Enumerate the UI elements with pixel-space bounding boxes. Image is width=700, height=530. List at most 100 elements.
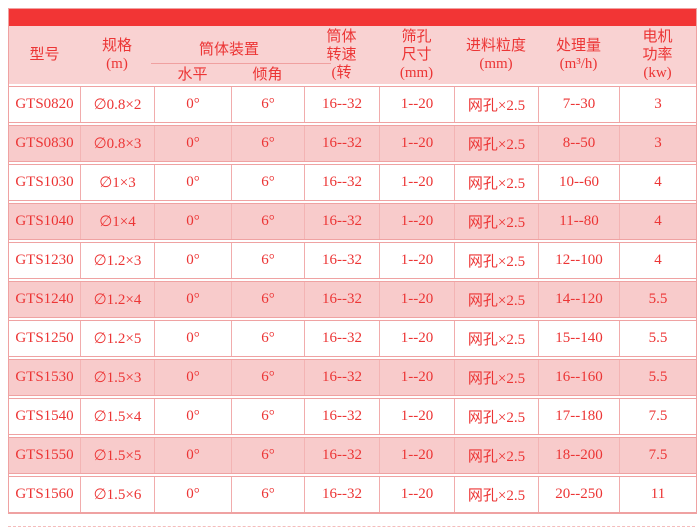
table-cell: ∅1.2×4 — [80, 282, 154, 317]
table-cell: 7--30 — [538, 87, 619, 122]
table-cell: 网孔×2.5 — [454, 360, 538, 395]
table-row: GTS1530 ∅1.5×3 0° 6° 16--32 1--20 网孔×2.5 16--16… — [9, 359, 696, 396]
col-header-speed: 筒体 转速 (转 — [326, 29, 357, 81]
table-cell: 3 — [619, 87, 696, 122]
col-header-cylinder-title: 筒体装置 — [198, 42, 259, 58]
table-cell: 1--20 — [379, 204, 454, 239]
table-cell: 0° — [154, 165, 231, 200]
table-row: GTS1040 ∅1×4 0° 6° 16--32 1--20 网孔×2.5 11--80 4 — [9, 203, 696, 240]
table-row: GTS1250 ∅1.2×5 0° 6° 16--32 1--20 网孔×2.5 15--14… — [9, 320, 696, 357]
table-cell: 5.5 — [619, 321, 696, 356]
col-header-cylinder-group: 筒体装置 水平 倾角 — [151, 26, 331, 84]
table-cell: 6° — [231, 438, 304, 473]
col-header-capacity: 处理量 (m³/h) — [555, 38, 601, 72]
table-cell: 16--32 — [304, 477, 379, 512]
table-cell: 16--32 — [304, 204, 379, 239]
col-header-incline: 倾角 — [252, 66, 283, 83]
cylinder-subheaders: 水平 倾角 — [154, 62, 304, 84]
table-cell: 7.5 — [619, 399, 696, 434]
table-cell: 1--20 — [379, 360, 454, 395]
table-cell: 0° — [154, 438, 231, 473]
table-cell: 16--32 — [304, 87, 379, 122]
table-cell: GTS1240 — [15, 291, 74, 307]
table-cell: 16--32 — [304, 165, 379, 200]
table-cell: 0° — [154, 282, 231, 317]
table-cell: 10--60 — [538, 165, 619, 200]
table-cell: 6° — [231, 399, 304, 434]
table-cell: 1--20 — [379, 243, 454, 278]
table-cell: 16--32 — [304, 399, 379, 434]
table-header-row: 型号 规格 (m) 筒体装置 水平 倾角 筒体 转速 (转 筛孔 尺寸 (mm)… — [9, 26, 696, 84]
table-cell: 5.5 — [619, 282, 696, 317]
table-cell: 18--200 — [538, 438, 619, 473]
table-cell: 11--80 — [538, 204, 619, 239]
table-row: GTS0820 ∅0.8×2 0° 6° 16--32 1--20 网孔×2.5 7--30 3 — [9, 86, 696, 123]
table-cell: 0° — [154, 243, 231, 278]
spec-table: 型号 规格 (m) 筒体装置 水平 倾角 筒体 转速 (转 筛孔 尺寸 (mm)… — [8, 8, 697, 514]
table-cell: 0° — [154, 126, 231, 161]
table-cell: 17--180 — [538, 399, 619, 434]
table-cell: 16--32 — [304, 321, 379, 356]
table-cell: GTS1530 — [15, 369, 74, 385]
table-row: GTS0830 ∅0.8×3 0° 6° 16--32 1--20 网孔×2.5 8--50 3 — [9, 125, 696, 162]
table-cell: ∅0.8×3 — [80, 126, 154, 161]
table-cell: 1--20 — [379, 438, 454, 473]
table-cell: 1--20 — [379, 87, 454, 122]
table-cell: 网孔×2.5 — [454, 399, 538, 434]
table-cell: 0° — [154, 399, 231, 434]
table-cell: 16--32 — [304, 438, 379, 473]
table-cell: 1--20 — [379, 399, 454, 434]
table-cell: 网孔×2.5 — [454, 126, 538, 161]
table-cell: GTS1560 — [15, 486, 74, 502]
table-cell: 6° — [231, 321, 304, 356]
col-header-power: 电机 功率 (kw) — [642, 29, 673, 81]
table-cell: 16--32 — [304, 126, 379, 161]
table-row: GTS1230 ∅1.2×3 0° 6° 16--32 1--20 网孔×2.5 12--10… — [9, 242, 696, 279]
table-cell: 4 — [619, 204, 696, 239]
col-header-hole-size: 筛孔 尺寸 (mm) — [399, 29, 434, 81]
table-row: GTS1560 ∅1.5×6 0° 6° 16--32 1--20 网孔×2.5 20--25… — [9, 476, 696, 513]
table-cell: ∅0.8×2 — [80, 87, 154, 122]
cylinder-group-underline — [151, 63, 331, 64]
table-cell: 0° — [154, 360, 231, 395]
table-cell: 6° — [231, 87, 304, 122]
table-cell: 网孔×2.5 — [454, 165, 538, 200]
table-row: GTS1240 ∅1.2×4 0° 6° 16--32 1--20 网孔×2.5 14--12… — [9, 281, 696, 318]
table-cell: 6° — [231, 477, 304, 512]
table-cell: ∅1.2×5 — [80, 321, 154, 356]
table-cell: 网孔×2.5 — [454, 87, 538, 122]
table-cell: ∅1×3 — [80, 165, 154, 200]
table-cell: 16--32 — [304, 243, 379, 278]
table-cell: 0° — [154, 321, 231, 356]
table-cell: GTS0820 — [15, 96, 74, 112]
table-cell: 网孔×2.5 — [454, 243, 538, 278]
table-cell: ∅1.2×3 — [80, 243, 154, 278]
table-row: GTS1030 ∅1×3 0° 6° 16--32 1--20 网孔×2.5 10--60 4 — [9, 164, 696, 201]
table-cell: 16--32 — [304, 282, 379, 317]
table-cell: 6° — [231, 282, 304, 317]
table-cell: 6° — [231, 243, 304, 278]
table-cell: 1--20 — [379, 477, 454, 512]
table-cell: 20--250 — [538, 477, 619, 512]
table-cell: GTS1230 — [15, 252, 74, 268]
table-row: GTS1540 ∅1.5×4 0° 6° 16--32 1--20 网孔×2.5 17--18… — [9, 398, 696, 435]
table-body: GTS0820 ∅0.8×2 0° 6° 16--32 1--20 网孔×2.5 7--30 3… — [9, 86, 696, 513]
table-cell: 16--32 — [304, 360, 379, 395]
table-cell: 12--100 — [538, 243, 619, 278]
table-cell: 网孔×2.5 — [454, 477, 538, 512]
table-cell: ∅1.5×4 — [80, 399, 154, 434]
table-cell: ∅1×4 — [80, 204, 154, 239]
table-cell: 11 — [619, 477, 696, 512]
table-cell: 7.5 — [619, 438, 696, 473]
table-cell: ∅1.5×3 — [80, 360, 154, 395]
table-cell: 0° — [154, 477, 231, 512]
table-cell: GTS1030 — [15, 174, 74, 190]
table-cell: 4 — [619, 243, 696, 278]
table-cell: 5.5 — [619, 360, 696, 395]
table-cell: GTS1250 — [15, 330, 74, 346]
next-row-cutoff-line — [8, 526, 695, 527]
table-top-red-bar — [9, 9, 696, 26]
col-header-feed-size: 进料粒度 (mm) — [465, 38, 526, 72]
table-cell: 15--140 — [538, 321, 619, 356]
